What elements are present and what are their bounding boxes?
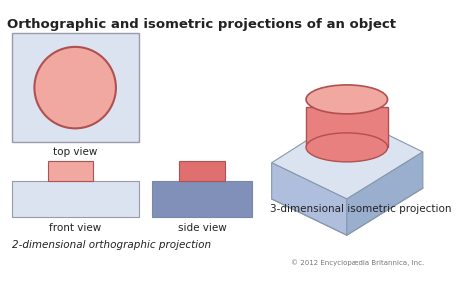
Polygon shape xyxy=(347,152,423,235)
Ellipse shape xyxy=(306,133,388,162)
Ellipse shape xyxy=(35,47,116,128)
Bar xyxy=(12,33,138,142)
Ellipse shape xyxy=(306,85,388,114)
Polygon shape xyxy=(272,163,347,235)
Bar xyxy=(179,161,225,181)
Text: © 2012 Encyclopædia Britannica, Inc.: © 2012 Encyclopædia Britannica, Inc. xyxy=(291,260,424,266)
Bar xyxy=(48,161,93,181)
Text: Orthographic and isometric projections of an object: Orthographic and isometric projections o… xyxy=(7,18,396,31)
Text: front view: front view xyxy=(49,222,101,233)
Polygon shape xyxy=(272,115,423,199)
Text: 3-dimensional isometric projection: 3-dimensional isometric projection xyxy=(270,203,451,214)
Text: top view: top view xyxy=(53,147,97,157)
Text: side view: side view xyxy=(178,222,226,233)
Text: 2-dimensional orthographic projection: 2-dimensional orthographic projection xyxy=(12,240,211,250)
Bar xyxy=(152,181,252,217)
Polygon shape xyxy=(306,107,388,147)
Bar xyxy=(12,181,138,217)
